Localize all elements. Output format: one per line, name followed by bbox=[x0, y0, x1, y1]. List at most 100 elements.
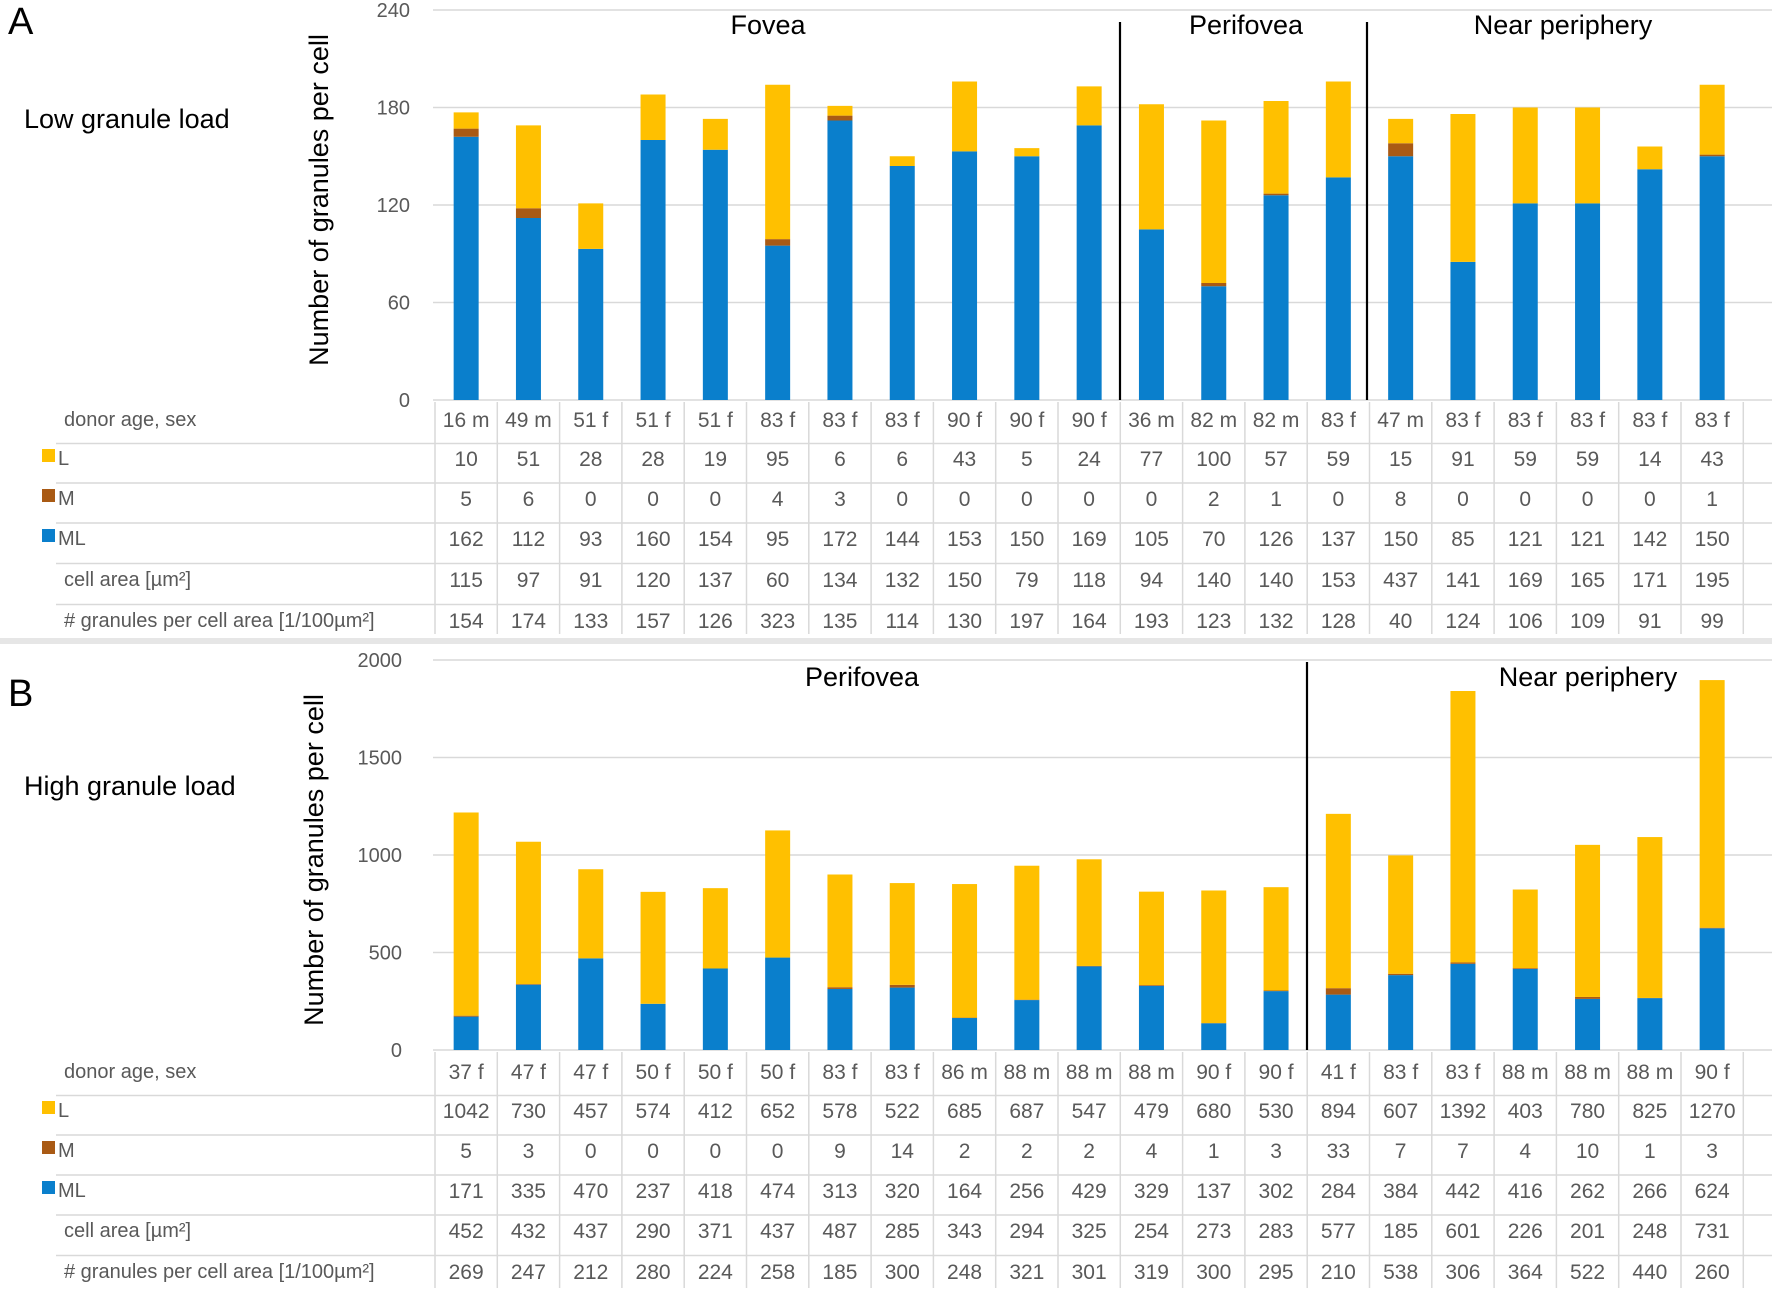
panel-a-table-cell: 24 bbox=[1077, 448, 1101, 471]
panel-b-table-cell: 470 bbox=[573, 1180, 608, 1203]
panel-a-table-cell: 137 bbox=[698, 569, 733, 592]
panel-a-table-cell: 115 bbox=[449, 569, 482, 592]
panel-a-table-cell: 157 bbox=[636, 610, 671, 633]
panel-a-region-label: Perifovea bbox=[1189, 10, 1304, 40]
panel-a-table-cell: 91 bbox=[1638, 610, 1661, 633]
panel-b-bar-m bbox=[453, 1015, 479, 1017]
panel-b-bar-m bbox=[515, 984, 541, 985]
panel-b-table-cell: 283 bbox=[1259, 1220, 1294, 1243]
panel-a-table-cell: 43 bbox=[953, 448, 976, 471]
panel-a-legend-label-ml: ML bbox=[58, 528, 86, 550]
panel-a-table-cell: 171 bbox=[1632, 569, 1667, 592]
panel-b-bar-l bbox=[1388, 855, 1414, 974]
panel-a-table-cell: 0 bbox=[959, 488, 971, 511]
panel-b-table-cell: 248 bbox=[1632, 1220, 1667, 1243]
panel-a-bar-l bbox=[1201, 120, 1227, 283]
panel-b-table-cell: 416 bbox=[1508, 1180, 1543, 1203]
panel-a-table-cell: 0 bbox=[585, 488, 597, 511]
panel-a-x-tick-label: 36 m bbox=[1128, 409, 1175, 432]
panel-a-table-cell: 95 bbox=[766, 528, 789, 551]
panel-b-table-cell: 780 bbox=[1570, 1100, 1605, 1123]
panel-b-table-cell: 0 bbox=[710, 1140, 722, 1163]
panel-a-table-cell: 8 bbox=[1395, 488, 1407, 511]
panel-a-table-cell: 28 bbox=[579, 448, 602, 471]
panel-b-table-cell: 7 bbox=[1395, 1140, 1407, 1163]
panel-a-table-cell: 0 bbox=[1333, 488, 1345, 511]
panel-a-bar-l bbox=[1325, 81, 1351, 178]
panel-b-bar-ml bbox=[1512, 968, 1538, 1050]
panel-b-bar-ml bbox=[1325, 994, 1351, 1050]
panel-b-bar-ml bbox=[1201, 1023, 1227, 1050]
panel-a-table-cell: 150 bbox=[947, 569, 982, 592]
panel-a-bar-ml bbox=[1076, 125, 1102, 400]
panel-a-x-tick-label: 51 f bbox=[698, 409, 733, 432]
panel-b-title: High granule load bbox=[24, 771, 236, 801]
panel-b-bar-ml bbox=[453, 1016, 479, 1050]
panel-b-table-cell: 269 bbox=[449, 1261, 484, 1284]
panel-b-table-cell: 164 bbox=[947, 1180, 982, 1203]
panel-b-table-cell: 294 bbox=[1009, 1220, 1044, 1243]
panel-a-table-cell: 112 bbox=[512, 528, 545, 551]
panel-a-table-cell: 15 bbox=[1389, 448, 1412, 471]
panel-b-bar-ml bbox=[1138, 985, 1164, 1050]
panel-a-bar-l bbox=[1263, 101, 1289, 194]
panel-b-y-tick-label: 1000 bbox=[358, 845, 403, 867]
panel-a-bar-l bbox=[765, 84, 791, 240]
panel-a-table-cell: 134 bbox=[822, 569, 857, 592]
panel-b-table-cell: 7 bbox=[1457, 1140, 1469, 1163]
panel-a-table-cell: 126 bbox=[698, 610, 733, 633]
panel-a-bar-l bbox=[1450, 114, 1476, 262]
panel-b-table-cell: 273 bbox=[1196, 1220, 1231, 1243]
panel-b-bar-l bbox=[578, 869, 604, 959]
panel-b-table-cell: 624 bbox=[1695, 1180, 1730, 1203]
panel-a-table-cell: 162 bbox=[449, 528, 484, 551]
panel-a-table-cell: 5 bbox=[1021, 448, 1033, 471]
panel-b-region-label: Near periphery bbox=[1499, 662, 1678, 692]
panel-a-table-cell: 59 bbox=[1576, 448, 1599, 471]
panel-a-y-tick-label: 240 bbox=[377, 0, 410, 22]
panel-a-bar-m bbox=[1263, 193, 1289, 196]
panel-b-bar-ml bbox=[1263, 991, 1289, 1050]
panel-b-x-tick-label: 90 f bbox=[1695, 1061, 1730, 1084]
panel-a-table-cell: 0 bbox=[1021, 488, 1033, 511]
panel-a-letter: A bbox=[8, 1, 34, 43]
panel-a-legend-swatch-m bbox=[42, 489, 55, 502]
panel-b-x-tick-label: 88 m bbox=[1066, 1061, 1113, 1084]
panel-b-table-cell: 680 bbox=[1196, 1100, 1231, 1123]
panel-b-table-cell: 284 bbox=[1321, 1180, 1356, 1203]
panel-a-table-cell: 0 bbox=[1083, 488, 1095, 511]
panel-a-table-cell: 114 bbox=[886, 610, 920, 633]
panel-b-x-tick-label: 86 m bbox=[941, 1061, 988, 1084]
panel-b-x-tick-label: 88 m bbox=[1627, 1061, 1674, 1084]
panel-b-table-cell: 2 bbox=[959, 1140, 971, 1163]
panel-a-legend-swatch-ml bbox=[42, 529, 55, 542]
panel-a-x-tick-label: 82 m bbox=[1253, 409, 1300, 432]
panel-a-table-cell: 94 bbox=[1140, 569, 1164, 592]
panel-a-table-cell: 128 bbox=[1321, 610, 1356, 633]
panel-b-row-header: cell area [µm²] bbox=[64, 1220, 191, 1242]
panel-b-table-cell: 894 bbox=[1321, 1100, 1356, 1123]
panel-b-y-axis-label: Number of granules per cell bbox=[299, 694, 329, 1026]
panel-a-table-cell: 154 bbox=[698, 528, 733, 551]
panel-a-table-cell: 4 bbox=[772, 488, 784, 511]
panel-a-bar-m bbox=[1388, 143, 1414, 157]
panel-a-bar-ml bbox=[578, 248, 604, 400]
panel-b-table-cell: 578 bbox=[822, 1100, 857, 1123]
panel-a-table-cell: 99 bbox=[1700, 610, 1723, 633]
panel-a-table-cell: 132 bbox=[885, 569, 920, 592]
panel-b-table-cell: 685 bbox=[947, 1100, 982, 1123]
panel-a-table-cell: 323 bbox=[760, 610, 795, 633]
panel-b-bar-ml bbox=[1014, 1000, 1040, 1050]
panel-a-table-cell: 40 bbox=[1389, 610, 1412, 633]
panel-b-table-cell: 1270 bbox=[1689, 1100, 1736, 1123]
panel-b-table-cell: 2 bbox=[1083, 1140, 1095, 1163]
panel-b-table-cell: 320 bbox=[885, 1180, 920, 1203]
panel-a-x-tick-label: 51 f bbox=[636, 409, 671, 432]
panel-a-bar-ml bbox=[1325, 177, 1351, 400]
panel-b-table-cell: 474 bbox=[760, 1180, 795, 1203]
panel-a-table-cell: 19 bbox=[704, 448, 727, 471]
panel-b-x-tick-label: 88 m bbox=[1004, 1061, 1051, 1084]
panel-b-row-header: # granules per cell area [1/100µm²] bbox=[64, 1261, 375, 1283]
panel-b-table-cell: 210 bbox=[1321, 1261, 1356, 1284]
